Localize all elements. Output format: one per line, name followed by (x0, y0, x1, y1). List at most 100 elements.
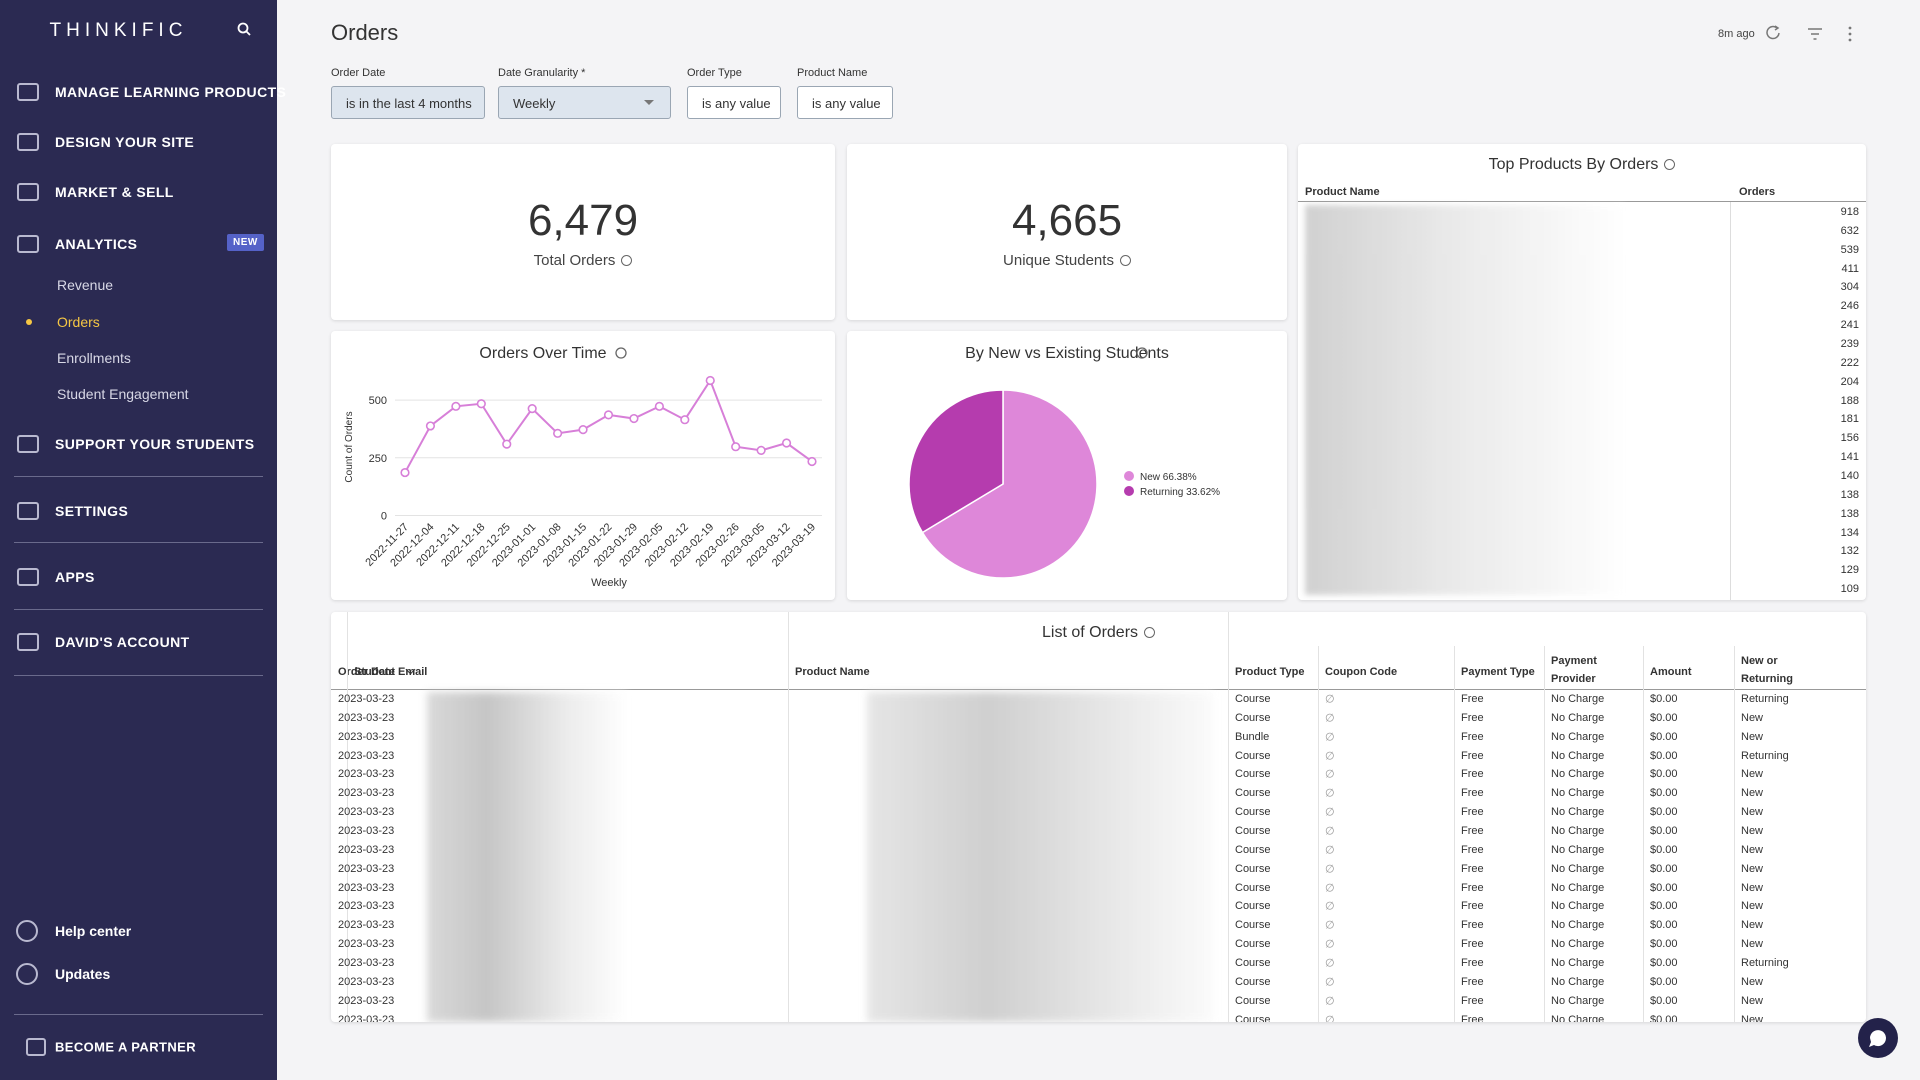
kpi-label-text: Unique Students (1003, 252, 1114, 269)
info-icon[interactable] (621, 255, 633, 266)
nav-item[interactable]: MARKET & SELL (55, 184, 174, 200)
cell: Course (1235, 994, 1271, 1007)
cell: $0.00 (1650, 749, 1678, 762)
cell: 2023-03-23 (338, 787, 395, 800)
cell: Course (1235, 919, 1271, 932)
info-icon[interactable] (1144, 627, 1156, 638)
divider (14, 542, 263, 543)
nav-icon[interactable] (17, 568, 39, 586)
nav-icon[interactable] (17, 83, 39, 101)
cell: New (1741, 768, 1764, 781)
cell: $0.00 (1650, 957, 1678, 970)
chat-button[interactable] (1858, 1018, 1898, 1058)
header-rule (331, 689, 1866, 690)
cell: 2023-03-23 (338, 881, 395, 894)
data-point (451, 401, 461, 411)
toolbar-icons[interactable] (1764, 24, 1854, 44)
cell: New (1741, 787, 1764, 800)
subnav-item[interactable]: Orders (57, 314, 100, 330)
search-icon[interactable] (236, 21, 252, 37)
orders-value: 138 (1840, 488, 1859, 501)
partner-link[interactable]: BECOME A PARTNER (55, 1039, 196, 1055)
nav-item[interactable]: DAVID'S ACCOUNT (55, 634, 190, 650)
cell: Returning (1741, 957, 1789, 970)
subnav-item[interactable]: Enrollments (57, 350, 131, 366)
logo[interactable]: THINKIFIC (49, 20, 188, 41)
cell: New (1741, 711, 1764, 724)
footer-link[interactable]: Updates (55, 966, 111, 982)
cell: Free (1461, 693, 1484, 705)
cell: 2023-03-23 (338, 730, 395, 743)
cell: $0.00 (1650, 825, 1678, 838)
cell: ∅ (1325, 731, 1335, 744)
cell: No Charge (1551, 900, 1605, 913)
cell: Course (1235, 711, 1271, 724)
nav-item[interactable]: MANAGE LEARNING PRODUCTS (55, 84, 287, 100)
nav-item[interactable]: SUPPORT YOUR STUDENTS (55, 436, 255, 452)
subnav-item[interactable]: Student Engagement (57, 386, 189, 402)
card-title: List of Orders (331, 624, 1866, 642)
pie-slice (921, 389, 1098, 579)
nav-icon[interactable] (17, 183, 39, 201)
nav-icon[interactable] (17, 133, 39, 151)
cell: Free (1461, 711, 1484, 724)
orders-list-card: List of Orders Order Date Student Email Pr… (331, 612, 1866, 1022)
footer-icon[interactable] (16, 920, 38, 942)
filter-value[interactable]: is any value (797, 86, 893, 119)
orders-value: 138 (1840, 507, 1859, 520)
line-chart-card: Orders Over Time 0 250 500 Count of Orders We… (331, 331, 835, 600)
cell: ∅ (1325, 844, 1335, 857)
nav-icon[interactable] (17, 633, 39, 651)
cell: Free (1461, 862, 1484, 875)
cell: ∅ (1325, 900, 1335, 913)
data-point (527, 404, 537, 414)
chart-title: Orders Over Time (479, 345, 606, 362)
cell: Free (1461, 768, 1484, 781)
cell: Free (1461, 975, 1484, 988)
cell: $0.00 (1650, 975, 1678, 988)
updated-label: 8m ago (1718, 28, 1755, 40)
cell: ∅ (1325, 938, 1335, 951)
column-rule (1734, 646, 1735, 1022)
nav-item[interactable]: APPS (55, 569, 95, 585)
cell: $0.00 (1650, 787, 1678, 800)
cell: ∅ (1325, 787, 1335, 800)
footer-link[interactable]: Help center (55, 923, 132, 939)
cell: ∅ (1325, 768, 1335, 781)
subnav-item[interactable]: Revenue (57, 277, 114, 293)
filter-value[interactable]: is in the last 4 months (331, 86, 485, 119)
divider (14, 476, 263, 477)
filter-value[interactable]: is any value (687, 86, 781, 119)
cell: ∅ (1325, 825, 1335, 838)
cell: Free (1461, 806, 1484, 819)
nav-icon[interactable] (17, 235, 39, 253)
nav-icon[interactable] (17, 502, 39, 520)
orders-value: 181 (1840, 413, 1859, 426)
cell: No Charge (1551, 768, 1605, 781)
filter-value[interactable]: Weekly (498, 86, 671, 119)
cell: Returning (1741, 693, 1789, 705)
partner-icon[interactable] (26, 1038, 46, 1056)
nav-item[interactable]: DESIGN YOUR SITE (55, 134, 195, 150)
info-icon[interactable] (1664, 159, 1676, 170)
legend-label: Returning 33.62% (1140, 487, 1220, 498)
column-header: Student Email (354, 666, 428, 678)
active-dot (26, 319, 32, 325)
filter-label: Date Granularity * (498, 67, 586, 79)
cell: Free (1461, 900, 1484, 913)
nav-item[interactable]: ANALYTICS (55, 236, 138, 252)
data-point (578, 425, 588, 435)
cell: ∅ (1325, 693, 1335, 706)
cell: $0.00 (1650, 693, 1678, 705)
column-rule (1228, 612, 1229, 1022)
cell: $0.00 (1650, 994, 1678, 1007)
cell: Course (1235, 693, 1271, 705)
footer-icon[interactable] (16, 963, 38, 985)
nav-icon[interactable] (17, 435, 39, 453)
info-icon[interactable] (1119, 255, 1131, 266)
nav-item[interactable]: SETTINGS (55, 503, 129, 519)
cell: Course (1235, 825, 1271, 838)
orders-value: 141 (1840, 451, 1859, 464)
column-header: Product Name (795, 666, 870, 678)
cell: 2023-03-23 (338, 975, 395, 988)
